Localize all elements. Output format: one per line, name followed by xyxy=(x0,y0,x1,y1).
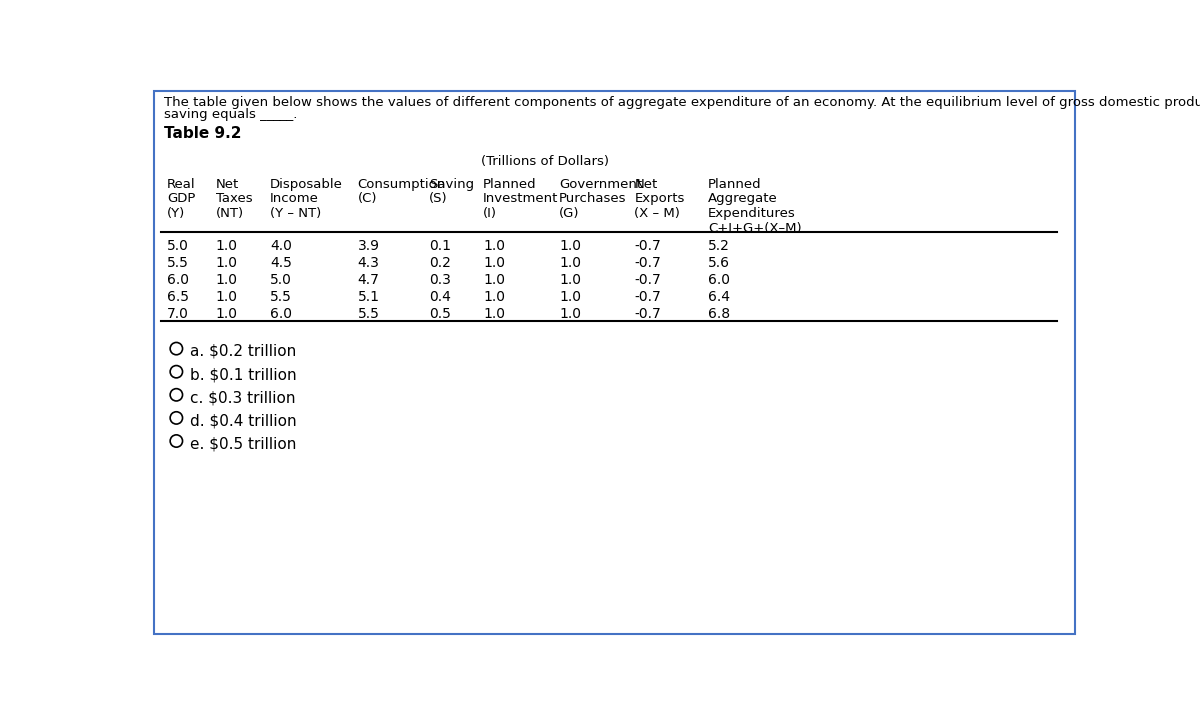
Text: Table 9.2: Table 9.2 xyxy=(164,126,241,141)
Text: Expenditures: Expenditures xyxy=(708,207,796,220)
Text: 1.0: 1.0 xyxy=(216,290,238,304)
Text: a. $0.2 trillion: a. $0.2 trillion xyxy=(191,344,296,359)
Text: (C): (C) xyxy=(358,192,377,205)
Text: 1.0: 1.0 xyxy=(216,239,238,253)
Text: 1.0: 1.0 xyxy=(216,273,238,287)
Text: 6.8: 6.8 xyxy=(708,307,730,321)
Text: -0.7: -0.7 xyxy=(635,290,661,304)
Text: -0.7: -0.7 xyxy=(635,307,661,321)
Text: (Y): (Y) xyxy=(167,207,185,220)
Text: 0.2: 0.2 xyxy=(430,256,451,270)
Text: (X – M): (X – M) xyxy=(635,207,680,220)
Text: Investment: Investment xyxy=(484,192,559,205)
Text: 7.0: 7.0 xyxy=(167,307,188,321)
Text: 5.5: 5.5 xyxy=(358,307,379,321)
Text: The table given below shows the values of different components of aggregate expe: The table given below shows the values o… xyxy=(164,96,1200,109)
Text: 5.0: 5.0 xyxy=(270,273,292,287)
Text: 5.1: 5.1 xyxy=(358,290,379,304)
Text: 6.0: 6.0 xyxy=(270,307,292,321)
Text: 1.0: 1.0 xyxy=(559,273,581,287)
Text: 0.3: 0.3 xyxy=(430,273,451,287)
Text: -0.7: -0.7 xyxy=(635,273,661,287)
FancyBboxPatch shape xyxy=(154,92,1074,635)
Text: Planned: Planned xyxy=(708,178,762,191)
Text: saving equals _____.: saving equals _____. xyxy=(164,108,298,120)
Text: 1.0: 1.0 xyxy=(559,307,581,321)
Text: Net: Net xyxy=(635,178,658,191)
Text: 0.1: 0.1 xyxy=(430,239,451,253)
Text: 6.5: 6.5 xyxy=(167,290,190,304)
Text: 1.0: 1.0 xyxy=(484,273,505,287)
Text: 6.0: 6.0 xyxy=(167,273,190,287)
Text: C+I+G+(X–M): C+I+G+(X–M) xyxy=(708,222,802,234)
Text: Real: Real xyxy=(167,178,196,191)
Text: (Trillions of Dollars): (Trillions of Dollars) xyxy=(481,156,610,168)
Text: 4.3: 4.3 xyxy=(358,256,379,270)
Text: Disposable: Disposable xyxy=(270,178,343,191)
Text: -0.7: -0.7 xyxy=(635,256,661,270)
Text: e. $0.5 trillion: e. $0.5 trillion xyxy=(191,437,296,452)
Text: (I): (I) xyxy=(484,207,497,220)
Text: -0.7: -0.7 xyxy=(635,239,661,253)
Text: 3.9: 3.9 xyxy=(358,239,379,253)
Text: 5.0: 5.0 xyxy=(167,239,188,253)
Text: Income: Income xyxy=(270,192,319,205)
Text: (NT): (NT) xyxy=(216,207,244,220)
Text: (Y – NT): (Y – NT) xyxy=(270,207,322,220)
Text: 4.5: 4.5 xyxy=(270,256,292,270)
Text: 0.4: 0.4 xyxy=(430,290,451,304)
Text: 1.0: 1.0 xyxy=(216,307,238,321)
Text: Exports: Exports xyxy=(635,192,685,205)
Text: Saving: Saving xyxy=(430,178,474,191)
Text: Aggregate: Aggregate xyxy=(708,192,778,205)
Text: 6.0: 6.0 xyxy=(708,273,730,287)
Text: b. $0.1 trillion: b. $0.1 trillion xyxy=(191,367,296,382)
Text: 1.0: 1.0 xyxy=(484,256,505,270)
Text: 5.5: 5.5 xyxy=(270,290,292,304)
Text: 1.0: 1.0 xyxy=(559,256,581,270)
Text: 1.0: 1.0 xyxy=(484,239,505,253)
Text: 1.0: 1.0 xyxy=(559,290,581,304)
Text: Government: Government xyxy=(559,178,642,191)
Text: 6.4: 6.4 xyxy=(708,290,730,304)
Text: c. $0.3 trillion: c. $0.3 trillion xyxy=(191,390,296,405)
Text: 5.2: 5.2 xyxy=(708,239,730,253)
Text: 1.0: 1.0 xyxy=(484,307,505,321)
Text: Consumption: Consumption xyxy=(358,178,446,191)
Text: 1.0: 1.0 xyxy=(559,239,581,253)
Text: 5.5: 5.5 xyxy=(167,256,188,270)
Text: d. $0.4 trillion: d. $0.4 trillion xyxy=(191,413,296,428)
Text: Net: Net xyxy=(216,178,239,191)
Text: 5.6: 5.6 xyxy=(708,256,730,270)
Text: 0.5: 0.5 xyxy=(430,307,451,321)
Text: 4.7: 4.7 xyxy=(358,273,379,287)
Text: (G): (G) xyxy=(559,207,580,220)
Text: 1.0: 1.0 xyxy=(484,290,505,304)
Text: Planned: Planned xyxy=(484,178,536,191)
Text: 4.0: 4.0 xyxy=(270,239,292,253)
Text: (S): (S) xyxy=(430,192,448,205)
Text: 1.0: 1.0 xyxy=(216,256,238,270)
Text: Purchases: Purchases xyxy=(559,192,626,205)
Text: Taxes: Taxes xyxy=(216,192,252,205)
Text: GDP: GDP xyxy=(167,192,196,205)
